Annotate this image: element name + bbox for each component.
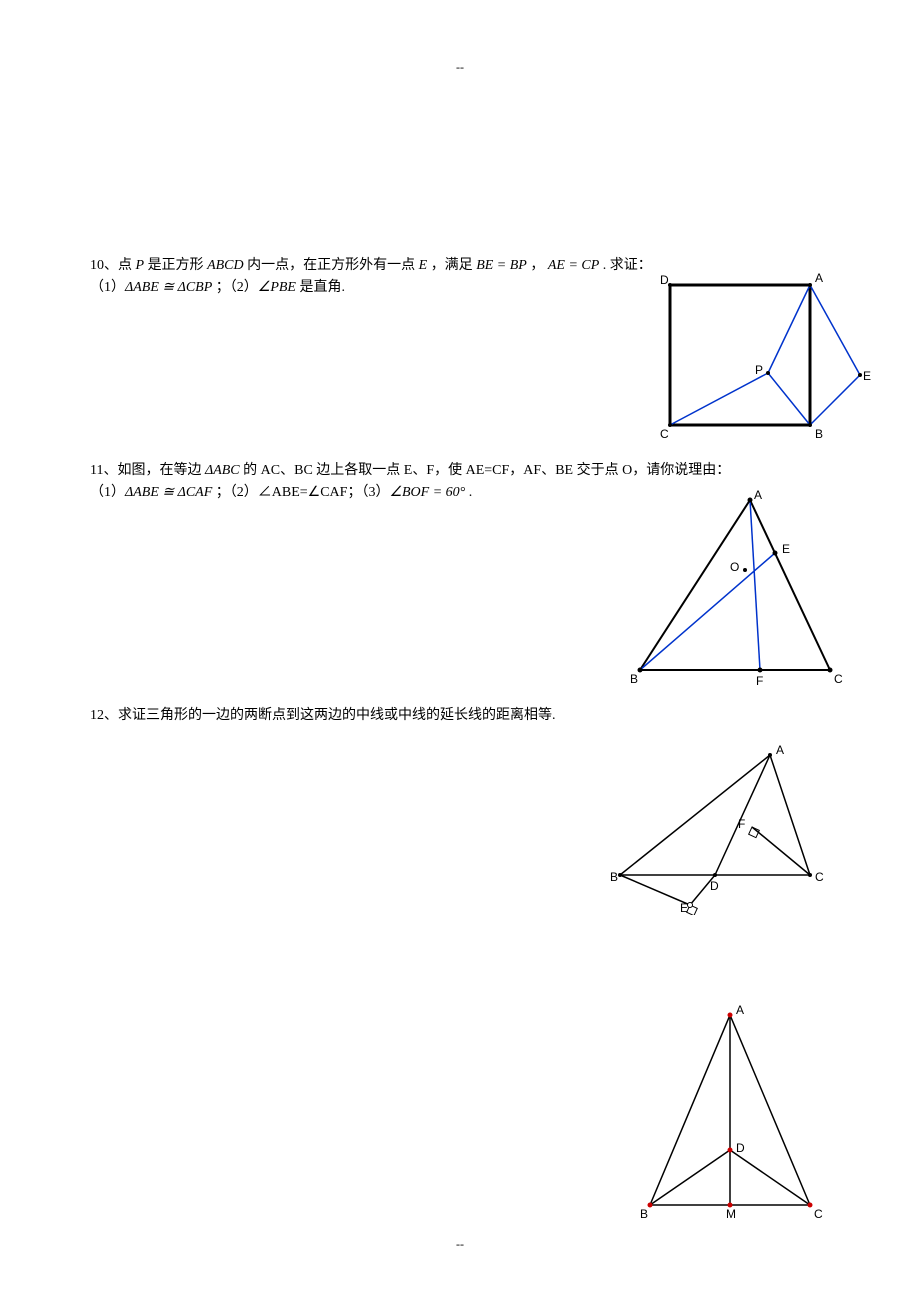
problem-12: 12、求证三角形的一边的两断点到这两边的中线或中线的延长线的距离相等. A B …	[90, 705, 830, 1177]
page: -- 10、点 P 是正方形 ABCD 内一点，在正方形外有一点 E ，满足 B…	[0, 0, 920, 1292]
figure-12b: A B C M D	[630, 1005, 830, 1230]
figure-11-svg	[630, 490, 840, 690]
t: ；（2）	[212, 280, 258, 295]
lbl-A: A	[736, 1003, 744, 1017]
lbl-B: B	[630, 672, 638, 686]
t: ，满足	[427, 258, 476, 273]
lbl-C: C	[660, 427, 669, 441]
t: BE = BP	[476, 258, 527, 273]
lbl-C: C	[815, 870, 824, 884]
figure-12b-svg	[630, 1005, 830, 1225]
header-dash: --	[90, 60, 830, 75]
t: （1）	[90, 485, 125, 500]
t: 是直角.	[296, 280, 345, 295]
lbl-D: D	[660, 273, 669, 287]
p11-num: 11、	[90, 463, 117, 478]
figure-12a: A B C D E F	[610, 745, 830, 920]
lbl-E: E	[782, 542, 790, 556]
t: ΔABC	[205, 463, 240, 478]
lbl-F: F	[756, 674, 763, 688]
t: ；（2）∠ABE=∠CAF；（3）	[212, 485, 389, 500]
t: ∠PBE	[258, 280, 296, 295]
lbl-C: C	[814, 1207, 823, 1221]
t: ∠BOF = 60°	[389, 485, 465, 500]
lbl-E: E	[863, 369, 871, 383]
t: P	[136, 258, 145, 273]
t: AE = CP	[548, 258, 599, 273]
figure-10: D A C B P E	[660, 275, 870, 450]
t: 的 AC、BC 边上各取一点 E、F，使 AE=CF，AF、BE 交于点 O，请…	[240, 463, 731, 478]
t: ΔABE ≅ ΔCBP	[125, 280, 212, 295]
lbl-M: M	[726, 1207, 736, 1221]
figure-12a-svg	[610, 745, 830, 915]
problem-10: 10、点 P 是正方形 ABCD 内一点，在正方形外有一点 E ，满足 BE =…	[90, 255, 830, 420]
figure-10-svg	[660, 275, 870, 445]
figure-11: A B C E F O	[630, 490, 840, 695]
problem-11: 11、如图，在等边 ΔABC 的 AC、BC 边上各取一点 E、F，使 AE=C…	[90, 460, 830, 665]
lbl-B: B	[610, 870, 618, 884]
lbl-A: A	[815, 271, 823, 285]
t: 内一点，在正方形外有一点	[244, 258, 419, 273]
lbl-F: F	[738, 817, 745, 831]
p10-num: 10、	[90, 258, 118, 273]
t: 求证三角形的一边的两断点到这两边的中线或中线的延长线的距离相等.	[118, 708, 556, 723]
lbl-D: D	[710, 879, 719, 893]
lbl-B: B	[815, 427, 823, 441]
lbl-A: A	[754, 488, 762, 502]
footer-dash: --	[90, 1237, 830, 1252]
t: ABCD	[207, 258, 244, 273]
t: . 求证：	[599, 258, 652, 273]
p12-num: 12、	[90, 708, 118, 723]
t: E	[419, 258, 428, 273]
lbl-B: B	[640, 1207, 648, 1221]
lbl-D: D	[736, 1141, 745, 1155]
t: （1）	[90, 280, 125, 295]
t: 点	[118, 258, 136, 273]
t: ，	[527, 258, 548, 273]
lbl-E: E	[680, 901, 688, 915]
t: 是正方形	[144, 258, 207, 273]
problem-12-text: 12、求证三角形的一边的两断点到这两边的中线或中线的延长线的距离相等.	[90, 705, 830, 727]
lbl-A: A	[776, 743, 784, 757]
t: ΔABE ≅ ΔCAF	[125, 485, 212, 500]
lbl-C: C	[834, 672, 843, 686]
lbl-O: O	[730, 560, 739, 574]
t: .	[465, 485, 472, 500]
t: 如图，在等边	[117, 463, 205, 478]
lbl-P: P	[755, 363, 763, 377]
